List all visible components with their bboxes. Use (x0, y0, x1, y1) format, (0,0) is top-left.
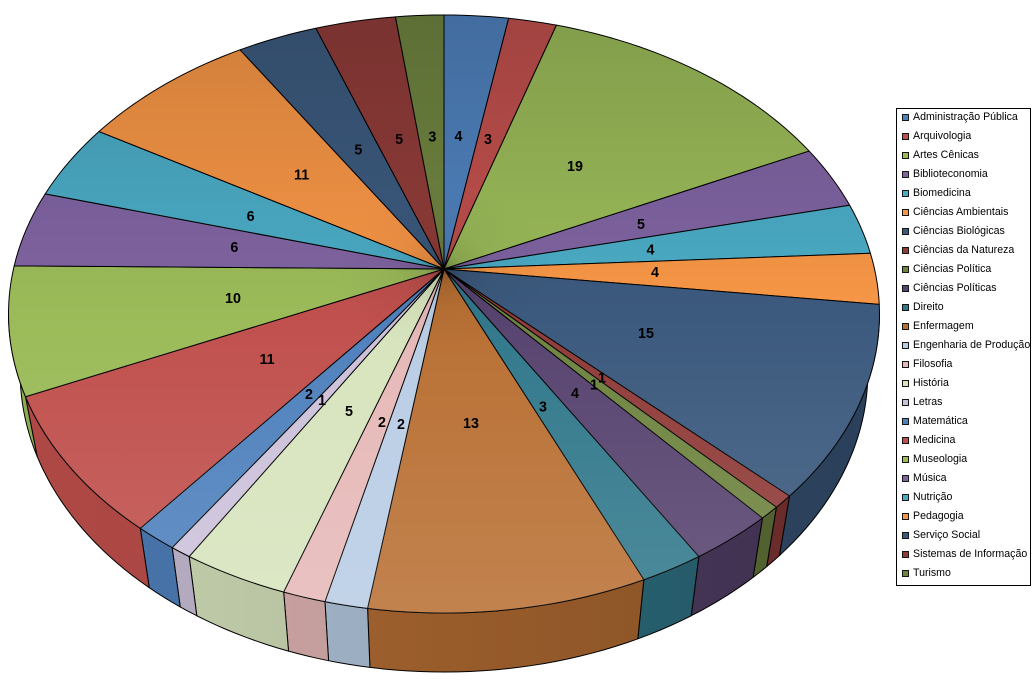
svg-text:3: 3 (484, 132, 492, 148)
svg-text:5: 5 (345, 404, 353, 420)
svg-text:5: 5 (354, 142, 362, 158)
svg-text:6: 6 (247, 209, 255, 225)
svg-text:2: 2 (305, 387, 313, 403)
svg-text:1: 1 (318, 393, 326, 409)
svg-text:1: 1 (598, 371, 606, 387)
svg-text:2: 2 (378, 415, 386, 431)
svg-text:4: 4 (647, 243, 655, 259)
svg-text:19: 19 (567, 159, 583, 175)
svg-text:3: 3 (428, 130, 436, 146)
svg-text:10: 10 (225, 291, 241, 307)
svg-text:4: 4 (455, 129, 463, 145)
svg-text:15: 15 (638, 326, 654, 342)
svg-text:13: 13 (463, 416, 479, 432)
svg-text:2: 2 (397, 417, 405, 433)
svg-text:4: 4 (571, 386, 579, 402)
svg-text:5: 5 (637, 217, 645, 233)
svg-text:4: 4 (651, 265, 659, 281)
svg-text:11: 11 (259, 352, 274, 368)
svg-text:3: 3 (539, 400, 547, 416)
svg-text:11: 11 (294, 167, 309, 183)
svg-text:6: 6 (230, 240, 238, 256)
svg-text:1: 1 (590, 378, 598, 394)
svg-text:5: 5 (395, 132, 403, 148)
